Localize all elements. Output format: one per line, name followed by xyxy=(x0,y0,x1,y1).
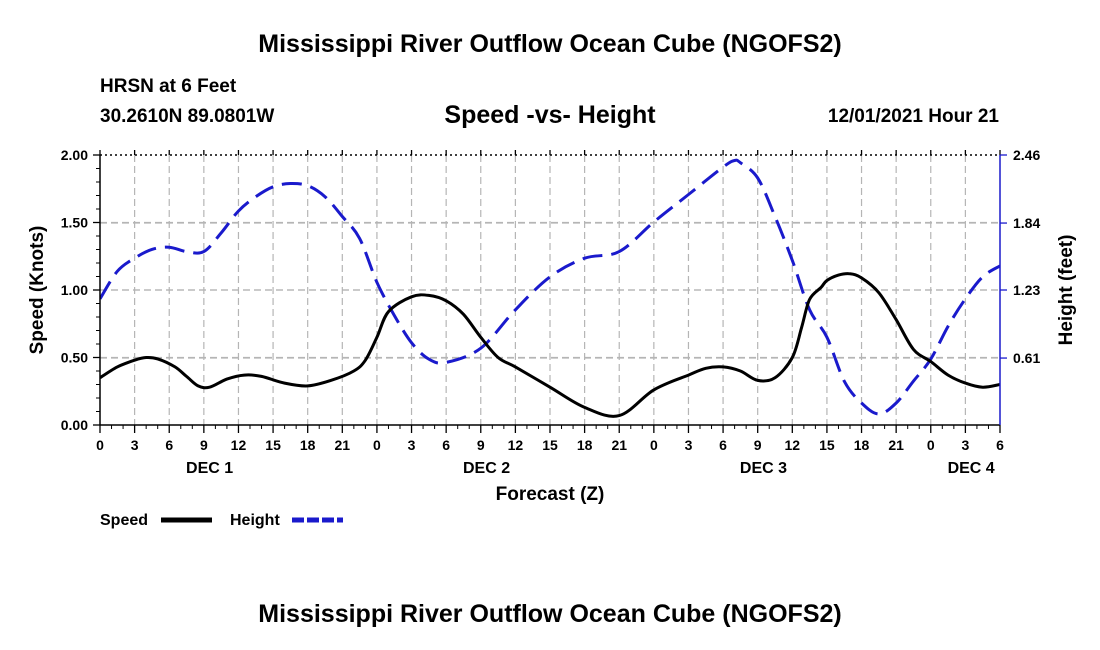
x-tick-label: 18 xyxy=(577,437,593,453)
bottom-title: Mississippi River Outflow Ocean Cube (NG… xyxy=(258,600,842,628)
height-series-line xyxy=(100,158,1000,416)
x-tick-label: 9 xyxy=(754,437,762,453)
axis-labels: DEC 1 DEC 2 DEC 3 DEC 4 Forecast (Z) Speed (K… xyxy=(27,226,1077,505)
x-tick-label: 6 xyxy=(442,437,450,453)
coordinates-label: 30.2610N 89.0801W xyxy=(100,106,275,127)
x-tick-label: 0 xyxy=(650,437,658,453)
y-axis-title: Speed (Knots) xyxy=(27,226,48,355)
x-tick-label: 15 xyxy=(265,437,281,453)
y2-tick-label: 0.61 xyxy=(1013,350,1040,366)
x-axis-title: Forecast (Z) xyxy=(496,484,605,505)
x-tick-label: 3 xyxy=(131,437,139,453)
x-tick-label: 0 xyxy=(927,437,935,453)
x-tick-label: 6 xyxy=(996,437,1004,453)
chart-title: Speed -vs- Height xyxy=(444,101,656,129)
x-tick-label: 21 xyxy=(335,437,351,453)
grid xyxy=(100,155,1000,425)
y2-axis-title: Height (feet) xyxy=(1056,235,1077,346)
speed-series-line xyxy=(100,272,1000,418)
day-label: DEC 1 xyxy=(186,460,233,477)
legend-height-label: Height xyxy=(230,512,280,529)
x-tick-label: 12 xyxy=(785,437,801,453)
x-tick-label: 3 xyxy=(408,437,416,453)
y-tick-label: 0.50 xyxy=(61,350,88,366)
axis-ticks: 0 3 6 9 12 15 18 21 0 3 6 9 12 15 18 21 0 3 6 9 12 15 18 21 0 3 6 0… xyxy=(61,147,1041,453)
y2-tick-label: 1.84 xyxy=(1013,215,1040,231)
y-tick-label: 0.00 xyxy=(61,417,88,433)
y-tick-label: 1.50 xyxy=(61,215,88,231)
legend: Speed Height xyxy=(100,512,343,529)
x-tick-label: 9 xyxy=(200,437,208,453)
x-tick-label: 12 xyxy=(231,437,247,453)
page-title: Mississippi River Outflow Ocean Cube (NG… xyxy=(258,30,842,58)
x-tick-label: 15 xyxy=(542,437,558,453)
x-tick-label: 6 xyxy=(165,437,173,453)
y-tick-label: 2.00 xyxy=(61,147,88,163)
day-label: DEC 2 xyxy=(463,460,510,477)
day-label: DEC 3 xyxy=(740,460,787,477)
day-label: DEC 4 xyxy=(948,460,995,477)
x-tick-label: 21 xyxy=(611,437,627,453)
x-tick-label: 12 xyxy=(508,437,524,453)
forecast-datetime: 12/01/2021 Hour 21 xyxy=(827,106,999,127)
x-tick-label: 21 xyxy=(888,437,904,453)
x-tick-label: 3 xyxy=(961,437,969,453)
y2-tick-label: 2.46 xyxy=(1013,147,1040,163)
legend-speed-label: Speed xyxy=(100,512,148,529)
x-tick-label: 0 xyxy=(373,437,381,453)
x-tick-label: 9 xyxy=(477,437,485,453)
x-tick-label: 0 xyxy=(96,437,104,453)
x-tick-label: 18 xyxy=(300,437,316,453)
series-lines xyxy=(100,158,1000,418)
y2-tick-label: 1.23 xyxy=(1013,282,1040,298)
x-tick-label: 3 xyxy=(685,437,693,453)
station-label: HRSN at 6 Feet xyxy=(100,76,237,97)
x-tick-label: 15 xyxy=(819,437,835,453)
x-tick-label: 18 xyxy=(854,437,870,453)
x-tick-label: 6 xyxy=(719,437,727,453)
y-tick-label: 1.00 xyxy=(61,282,88,298)
